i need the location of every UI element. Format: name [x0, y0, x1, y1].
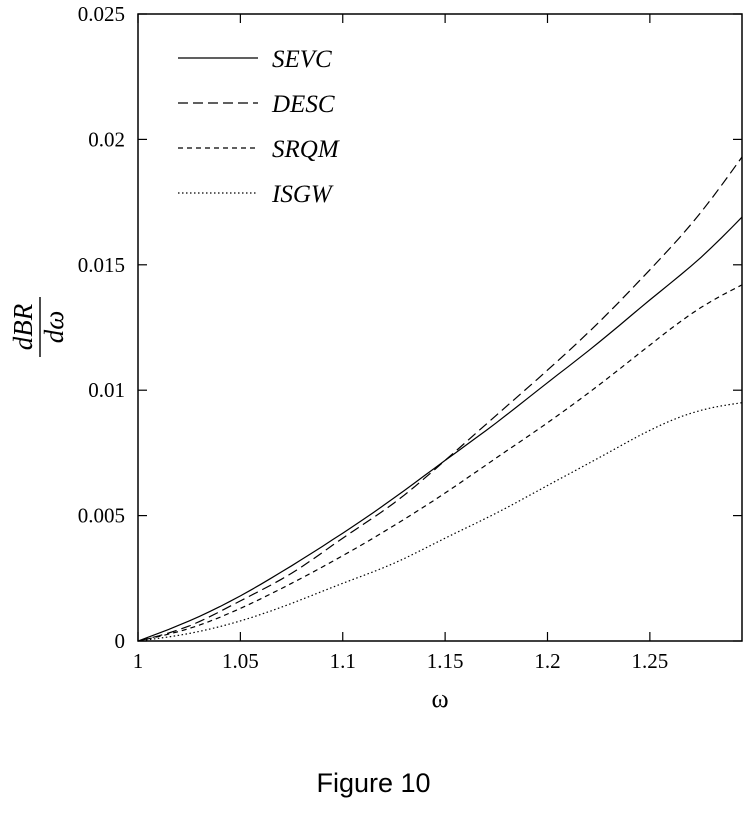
y-axis-label: dBR dω: [8, 297, 69, 357]
x-tick-label: 1.1: [330, 649, 356, 673]
legend-label-srqm: SRQM: [272, 136, 340, 163]
series-line-isgw: [137, 402, 743, 642]
y-tick-label: 0.02: [88, 127, 125, 151]
y-tick-label: 0: [115, 629, 126, 653]
x-axis-label: ω: [431, 684, 448, 713]
y-tick-label: 0.025: [78, 2, 125, 26]
x-tick-label: 1.25: [631, 649, 668, 673]
figure-caption: Figure 10: [316, 768, 431, 798]
y-axis-label-numerator: dBR: [8, 303, 38, 350]
y-tick-label: 0.01: [88, 378, 125, 402]
series-line-desc: [137, 156, 743, 642]
y-axis-label-denominator: dω: [39, 311, 69, 344]
legend-label-sevc: SEVC: [272, 46, 332, 73]
x-tick-label: 1.15: [427, 649, 464, 673]
y-tick-label: 0.015: [78, 253, 125, 277]
series-line-srqm: [137, 284, 743, 642]
plot-marks: 1 1.05 1.1 1.15 1.2 1.25 0 0.005 0.01 0.015 0.02 0.…: [8, 2, 743, 713]
plot-frame: [137, 13, 743, 642]
legend-label-isgw: ISGW: [271, 181, 334, 208]
x-tick-label: 1: [133, 649, 144, 673]
x-tick-label: 1.2: [534, 649, 560, 673]
y-tick-label: 0.005: [78, 504, 125, 528]
legend-label-desc: DESC: [271, 91, 335, 118]
series-line-sevc: [137, 216, 743, 642]
x-tick-label: 1.05: [222, 649, 259, 673]
